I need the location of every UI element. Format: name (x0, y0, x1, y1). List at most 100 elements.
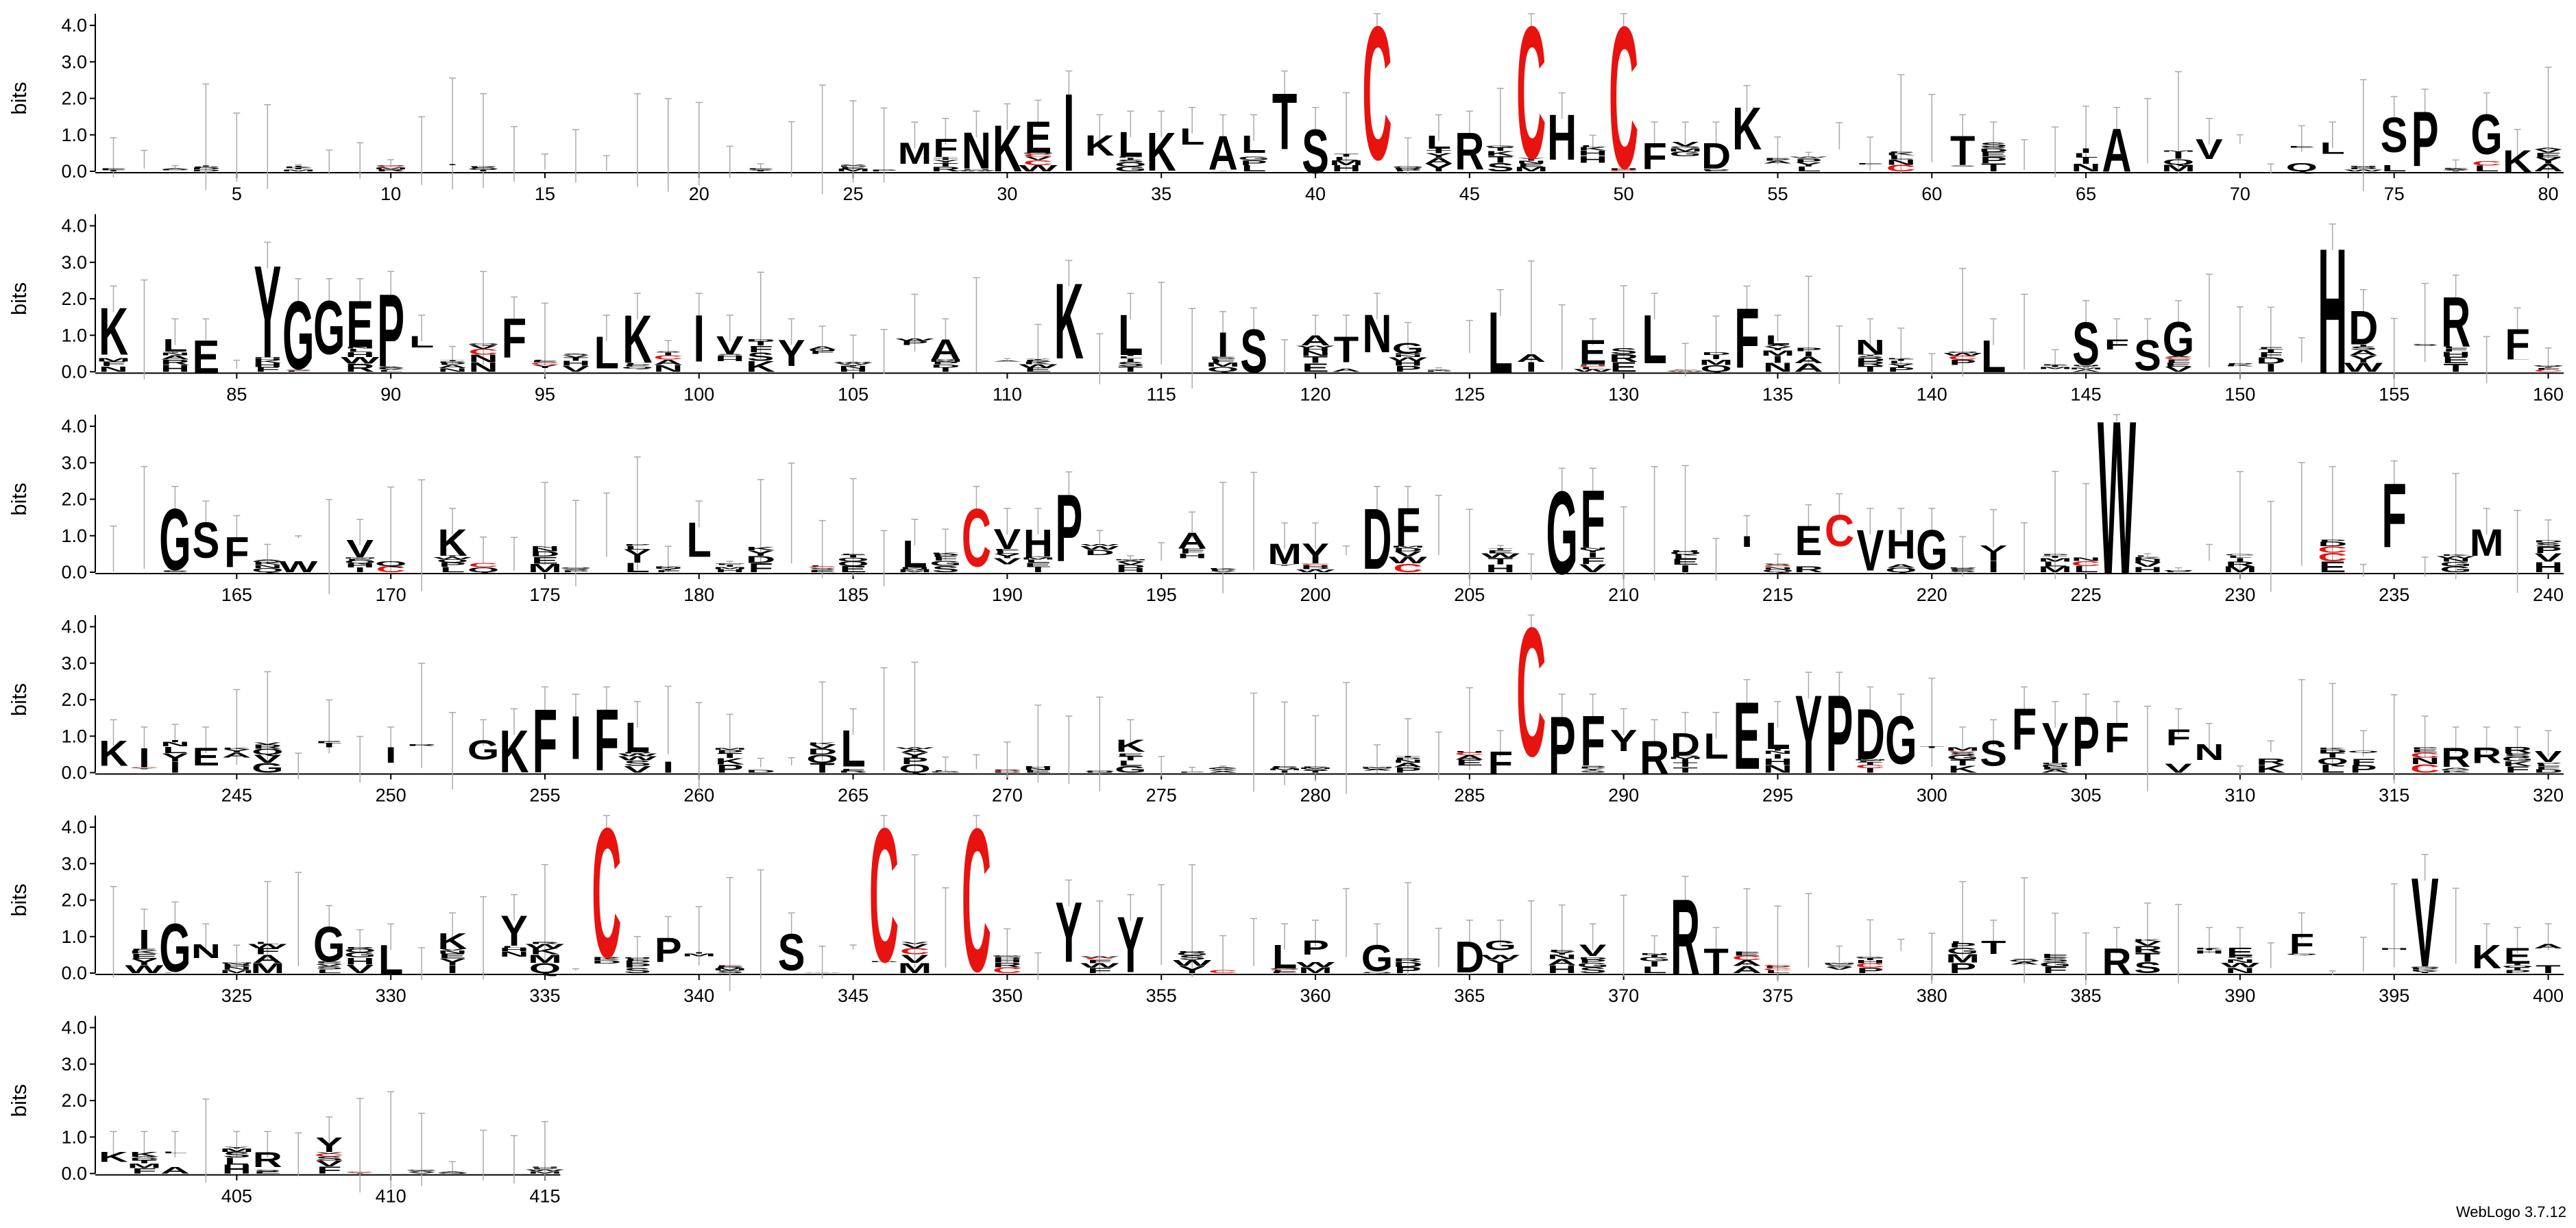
y-tick-label: 2.0 (61, 88, 87, 109)
consensus-residue-42: C (1362, 0, 1392, 199)
residue-letter: A (160, 354, 190, 360)
residue-letter: P (2411, 747, 2439, 750)
residue-letter: M (528, 953, 562, 966)
consensus-residue-75: S (2381, 108, 2408, 164)
residue-letter: P (2350, 763, 2377, 775)
x-tick-label: 170 (376, 585, 406, 605)
y-axis-label: bits (7, 282, 31, 315)
residue-letter: Y (1425, 152, 1453, 159)
residue-letter: M (528, 561, 562, 575)
y-tick-label: 4.0 (61, 617, 87, 637)
y-axis-label: bits (7, 1084, 31, 1117)
residue-letter: T (2536, 963, 2561, 976)
residue-letter: A (222, 752, 252, 759)
residue-letter: W (526, 1169, 564, 1172)
residue-letter: G (1238, 156, 1269, 161)
x-tick-label: 95 (535, 384, 555, 405)
residue-letter: W (1019, 363, 1058, 369)
consensus-residue-163: G (159, 491, 191, 589)
residue-letter: N (438, 367, 467, 373)
residue-letter: L (286, 371, 311, 372)
consensus-residue-200: Y (1302, 538, 1329, 569)
residue-letter: I (1803, 350, 1814, 358)
residue-letter: M (1329, 159, 1363, 167)
residue-letter: F (1858, 163, 1882, 164)
residue-letter: Q (344, 560, 376, 565)
residue-letter: G (929, 559, 961, 567)
residue-letter: R (838, 770, 868, 774)
residue-letter: M (528, 1170, 562, 1174)
residue-letter: P (1764, 159, 1792, 162)
consensus-residue-148: G (2163, 311, 2194, 366)
residue-letter: F (255, 946, 280, 956)
consensus-residue-54: K (1732, 95, 1762, 162)
residue-letter: W (2344, 169, 2383, 172)
y-axis-label: bits (7, 683, 31, 716)
residue-letter: H (1300, 565, 1330, 567)
consensus-residue-131: L (1642, 301, 1666, 378)
y-tick-label: 1.0 (61, 726, 87, 746)
residue-letter: L (995, 550, 1019, 554)
residue-letter: R (1270, 767, 1300, 769)
residue-letter: S (809, 567, 836, 570)
residue-letter: K (253, 359, 283, 364)
residue-letter: P (1240, 159, 1267, 167)
residue-letter: M (713, 566, 747, 569)
residue-letter: V (1209, 570, 1237, 572)
residue-letter: H (1609, 168, 1638, 169)
residue-letter: C (2472, 160, 2501, 167)
consensus-residue-44: L (1426, 132, 1451, 153)
residue-letter: E (840, 167, 867, 169)
residue-letter: M (2223, 565, 2257, 574)
residue-letter: W (1296, 345, 1335, 348)
consensus-residue-382: T (1981, 937, 2006, 958)
residue-letter: L (1118, 356, 1143, 359)
residue-letter: E (1856, 163, 1884, 165)
consensus-residue-32: I (1063, 71, 1075, 194)
residue-letter: V (2165, 761, 2193, 775)
residue-letter: V (315, 1159, 343, 1168)
consensus-residue-189: C (962, 493, 991, 585)
residue-letter: A (1794, 361, 1823, 374)
x-tick-label: 340 (683, 985, 714, 1006)
consensus-residue-100: I (693, 302, 705, 377)
residue-letter: R (993, 961, 1022, 969)
residue-letter: I (663, 352, 675, 356)
residue-letter: E (716, 563, 744, 565)
residue-letter: E (2411, 748, 2439, 754)
residue-letter: N (653, 363, 683, 373)
residue-letter: R (1178, 950, 1207, 953)
residue-letter: H (253, 362, 282, 368)
residue-letter: M (1298, 966, 1333, 975)
y-tick-label: 3.0 (61, 853, 87, 874)
residue-letter: A (253, 560, 282, 561)
residue-letter: A (253, 953, 282, 966)
consensus-residue-349: C (962, 785, 991, 1014)
consensus-residue-402: K (130, 1151, 159, 1158)
residue-letter: Q (467, 566, 499, 574)
residue-letter: E (470, 167, 497, 169)
consensus-residue-320: V (2535, 748, 2562, 765)
residue-letter: M (97, 357, 131, 363)
residue-letter: S (655, 351, 682, 353)
residue-letter: V (2134, 561, 2162, 568)
residue-letter: F (625, 957, 650, 961)
consensus-residue-286: F (1488, 746, 1513, 781)
residue-letter: P (1209, 357, 1237, 360)
consensus-residue-202: D (1362, 491, 1392, 587)
residue-letter: A (1208, 770, 1238, 773)
residue-letter: F (2166, 358, 2191, 363)
residue-letter: E (1456, 758, 1483, 767)
residue-letter: Q (252, 567, 283, 573)
residue-letter: R (592, 957, 621, 958)
residue-letter: D (931, 364, 960, 369)
residue-letter: S (716, 354, 744, 356)
x-tick-label: 145 (2071, 384, 2102, 405)
x-tick-label: 370 (1608, 985, 1639, 1006)
consensus-residue-129: E (1579, 332, 1607, 371)
residue-letter: N (2163, 570, 2193, 571)
residue-letter: K (653, 566, 683, 567)
residue-letter: F (2443, 347, 2468, 353)
y-tick-label: 0.0 (61, 963, 87, 983)
y-tick-label: 4.0 (61, 15, 87, 36)
